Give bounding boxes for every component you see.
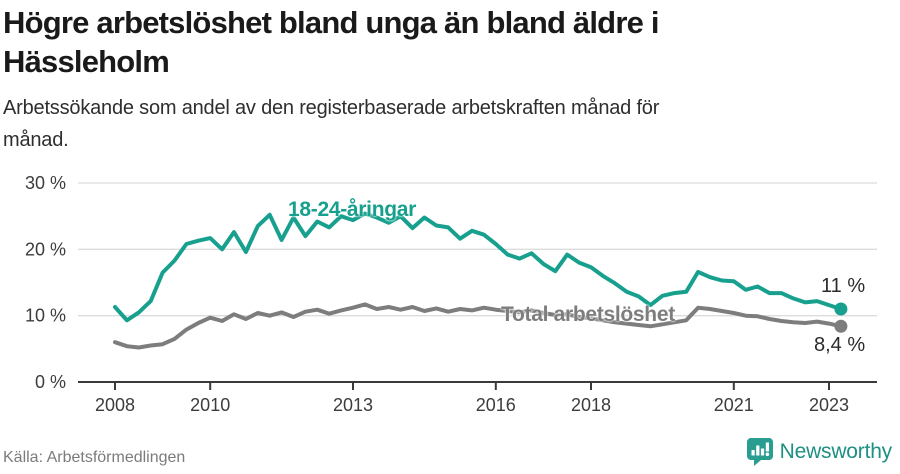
- source-credit: Källa: Arbetsförmedlingen: [3, 449, 186, 466]
- end-value-young: 11 %: [821, 275, 866, 297]
- x-axis-tick-label: 2013: [333, 395, 373, 415]
- page-title: Högre arbetslöshet bland unga än bland ä…: [3, 5, 659, 79]
- series-label-young: 18-24-åringar: [288, 198, 416, 221]
- x-axis-tick-label: 2010: [190, 395, 230, 415]
- y-axis-tick-label: 0 %: [35, 372, 66, 392]
- series-line-young: [113, 211, 843, 323]
- newsworthy-logo[interactable]: Newsworthy: [746, 438, 893, 466]
- x-axis-tick-label: 2016: [476, 395, 516, 415]
- series-end-dot: [834, 302, 848, 316]
- series-end-dot: [834, 319, 848, 333]
- end-value-total: 8,4 %: [814, 334, 866, 356]
- x-axis-tick-label: 2021: [714, 395, 754, 415]
- series-line-total: [113, 302, 843, 350]
- newsworthy-bubble-chart-icon: [746, 438, 773, 466]
- x-axis-tick-label: 2008: [95, 395, 135, 415]
- y-axis-tick-label: 30 %: [25, 173, 66, 193]
- newsworthy-wordmark: Newsworthy: [779, 440, 893, 463]
- y-axis-tick-label: 10 %: [25, 306, 66, 326]
- y-axis-tick-label: 20 %: [25, 239, 66, 259]
- chart-subtitle: Arbetssökande som andel av den registerb…: [3, 97, 660, 151]
- x-axis-tick-label: 2023: [809, 395, 849, 415]
- x-axis-tick-label: 2018: [571, 395, 611, 415]
- series-label-total: Total arbetslöshet: [501, 303, 675, 326]
